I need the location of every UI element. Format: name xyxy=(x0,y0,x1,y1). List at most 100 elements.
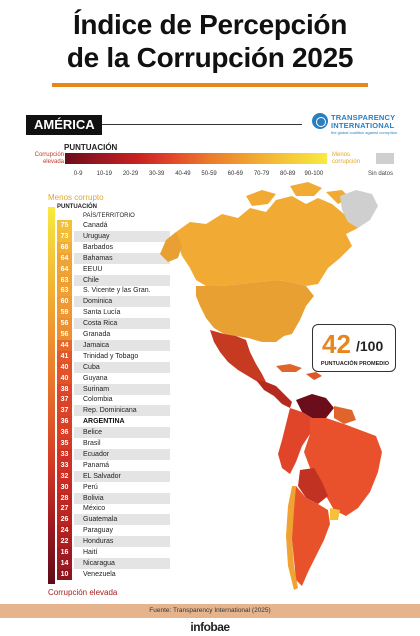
table-row: 38 Surinam xyxy=(57,383,357,395)
table-row: 30 Perú xyxy=(57,481,357,493)
list-gradient-bar xyxy=(48,207,55,584)
logo-line-1: TRANSPARENCY xyxy=(331,113,396,122)
country-cell: Dominica xyxy=(74,296,170,308)
score-cell: 37 xyxy=(57,405,72,417)
table-row: 60 Dominica xyxy=(57,296,357,308)
legend-tick-label: 30-39 xyxy=(149,171,165,177)
table-row: 63 S. Vicente y las Gran. xyxy=(57,285,357,297)
globe-icon xyxy=(312,113,328,129)
score-cell: 10 xyxy=(57,568,72,580)
table-row: 32 EL Salvador xyxy=(57,470,357,482)
legend-tick-label: 40-49 xyxy=(175,171,191,177)
country-cell: Cuba xyxy=(74,361,170,373)
score-cell: 26 xyxy=(57,514,72,526)
legend-tick-label: 10-19 xyxy=(96,171,112,177)
country-cell: Ecuador xyxy=(74,448,170,460)
average-score-denominator: /100 xyxy=(356,338,384,354)
legend-tick-label: 70-79 xyxy=(253,171,270,177)
score-cell: 24 xyxy=(57,525,72,537)
country-cell: Bolivia xyxy=(74,492,170,504)
country-cell: Haití xyxy=(83,549,98,556)
legend-color-scale xyxy=(65,153,327,164)
table-row: 40 Guyana xyxy=(57,372,357,384)
table-row: 37 Rep. Dominicana xyxy=(57,405,357,417)
map-arctic-islands xyxy=(246,182,350,206)
table-row: 24 Paraguay xyxy=(57,525,357,537)
country-cell: Paraguay xyxy=(83,527,113,535)
table-row: 36 ARGENTINA xyxy=(57,416,357,428)
country-cell: Santa Lucía xyxy=(83,309,121,317)
logo-tagline: the global coalition against corruption xyxy=(331,130,398,135)
legend-tick-label: 90-100 xyxy=(304,171,324,177)
list-bottom-label: Corrupción elevada xyxy=(48,588,118,597)
table-row: 44 Jamaica xyxy=(57,339,357,351)
table-row: 64 Bahamas xyxy=(57,252,357,264)
average-score-box: 42 /100 PUNTUACIÓN PROMEDIO xyxy=(312,324,396,372)
table-row: 41 Trinidad y Tobago xyxy=(57,350,357,362)
country-cell: Colombia xyxy=(83,396,113,404)
table-row: 26 Guatemala xyxy=(57,514,357,526)
legend-tick-label: 50-59 xyxy=(201,171,217,177)
score-cell: 28 xyxy=(57,492,72,504)
table-row: 16 Haití xyxy=(57,547,357,558)
country-cell: Surinam xyxy=(74,383,170,395)
average-score-value: 42 xyxy=(322,329,351,359)
score-cell: 33 xyxy=(57,459,72,471)
average-score-label: PUNTUACIÓN PROMEDIO xyxy=(320,361,390,367)
title-line-1: Índice de Percepción xyxy=(72,9,348,40)
score-cell: 36 xyxy=(57,416,72,428)
column-header-score: PUNTUACIÓN xyxy=(57,204,97,210)
table-row: 27 México xyxy=(57,503,357,515)
table-row: 64 EEUU xyxy=(57,263,357,275)
page-title: Índice de Percepción de la Corrupción 20… xyxy=(0,8,420,74)
table-row: 68 Barbados xyxy=(57,241,357,253)
title-line-2: de la Corrupción 2025 xyxy=(66,42,354,73)
table-row: 14 Nicaragua xyxy=(57,557,357,569)
legend-left-label: Corrupción elevada xyxy=(34,152,64,165)
logo-line-2: INTERNATIONAL xyxy=(331,121,395,130)
country-cell: Honduras xyxy=(74,536,170,548)
score-cell: 73 xyxy=(57,230,72,242)
score-cell: 56 xyxy=(57,318,72,330)
country-cell: EL Salvador xyxy=(74,470,170,482)
country-cell: Barbados xyxy=(83,243,113,251)
score-cell: 37 xyxy=(57,394,72,406)
table-row: 28 Bolivia xyxy=(57,492,357,504)
score-cell: 64 xyxy=(57,263,72,275)
table-row: 36 Belice xyxy=(57,427,357,439)
score-cell: 41 xyxy=(57,350,72,362)
table-row: 37 Colombia xyxy=(57,394,357,406)
column-header-country: PAÍS/TERRITORIO xyxy=(83,213,135,219)
table-row: 73 Uruguay xyxy=(57,230,357,242)
score-cell: 40 xyxy=(57,361,72,373)
table-row: 56 Costa Rica xyxy=(57,318,357,330)
country-cell: EEUU xyxy=(83,265,103,273)
score-cell: 16 xyxy=(57,547,72,558)
score-cell: 30 xyxy=(57,481,72,493)
score-cell: 44 xyxy=(57,339,72,351)
legend-tick-label: 0-9 xyxy=(73,171,83,177)
country-cell: S. Vicente y las Gran. xyxy=(83,287,151,295)
country-cell: Guyana xyxy=(83,374,108,382)
table-row: 63 Chile xyxy=(57,274,357,286)
legend-title: PUNTUACIÓN xyxy=(64,143,118,152)
country-cell: Guatemala xyxy=(74,514,170,526)
score-cell: 35 xyxy=(57,438,72,449)
legend-tick-label: 60-69 xyxy=(227,171,243,177)
legend-tick-label: 80-89 xyxy=(280,171,296,177)
score-cell: 68 xyxy=(57,241,72,253)
title-underline xyxy=(52,83,368,87)
score-cell: 33 xyxy=(57,448,72,460)
table-row: 56 Granada xyxy=(57,329,357,340)
country-cell: Bahamas xyxy=(74,252,170,264)
score-cell: 27 xyxy=(57,503,72,515)
score-cell: 40 xyxy=(57,372,72,384)
country-cell: Canadá xyxy=(83,222,108,229)
table-row: 35 Brasil xyxy=(57,438,357,449)
table-row: 59 Santa Lucía xyxy=(57,307,357,319)
country-cell: Belice xyxy=(74,427,170,439)
footer-source: Fuente: Transparency International (2025… xyxy=(149,607,271,614)
country-cell: Uruguay xyxy=(74,230,170,242)
table-row: 22 Honduras xyxy=(57,536,357,548)
table-row: 40 Cuba xyxy=(57,361,357,373)
